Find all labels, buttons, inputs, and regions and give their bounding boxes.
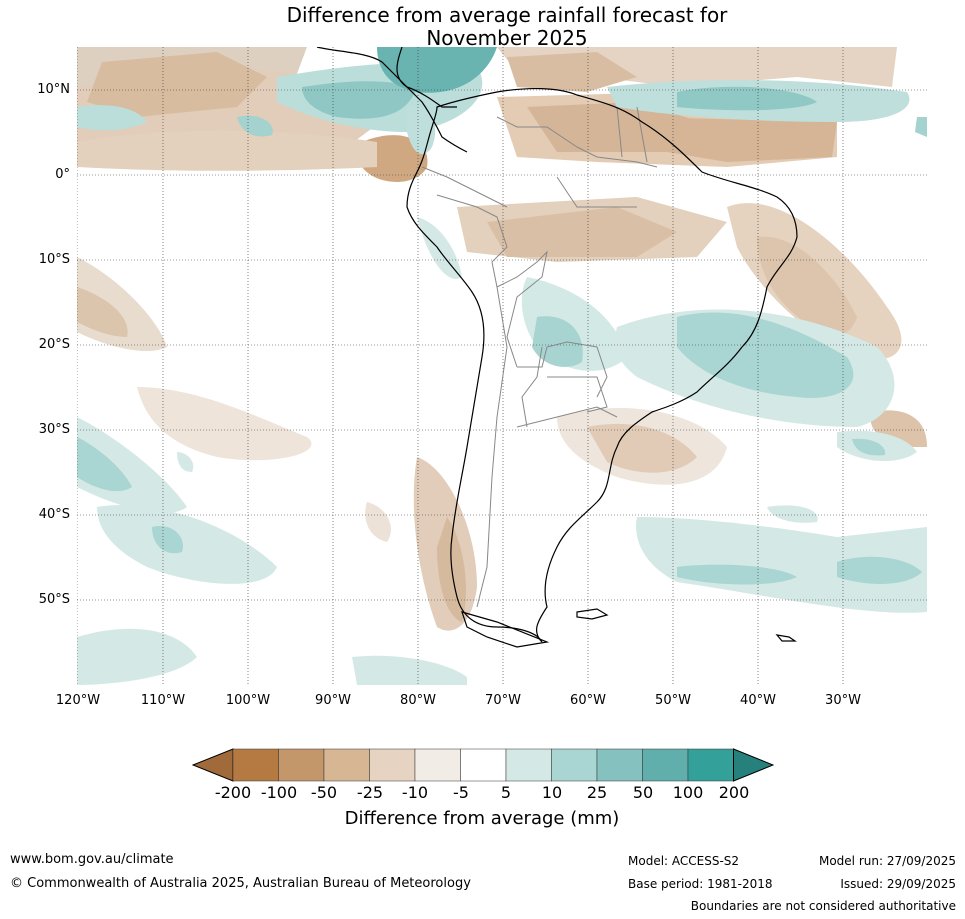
legend-swatch: [369, 748, 416, 782]
legend-swatch: [551, 748, 598, 782]
lon-label-40w: 40°W: [740, 693, 776, 708]
lat-label-20s: 20°S: [38, 337, 70, 352]
south-america-coast: [406, 87, 798, 643]
lon-label-110w: 110°W: [140, 693, 186, 708]
central-america-coast: [316, 47, 468, 153]
dry-area: [507, 52, 637, 92]
lon-label-80w: 80°W: [400, 693, 436, 708]
wet-area: [677, 86, 817, 111]
lat-label-10n: 10°N: [37, 82, 70, 97]
disclaimer-text: Boundaries are not considered authoritat…: [690, 899, 956, 913]
rainfall-map: [77, 47, 927, 685]
wet-area: [77, 437, 132, 492]
legend-swatch: [505, 748, 552, 782]
legend-tick: 200: [718, 783, 750, 802]
wet-area: [302, 81, 417, 119]
country-borders: [421, 106, 658, 608]
wet-area: [352, 655, 467, 685]
wet-area: [377, 47, 497, 93]
lat-label-40s: 40°S: [38, 507, 70, 522]
falkland-islands: [576, 608, 609, 620]
copyright-text: © Commonwealth of Australia 2025, Austra…: [10, 876, 471, 891]
dry-area: [77, 287, 128, 337]
tierra-del-fuego: [461, 611, 550, 648]
wet-area: [837, 556, 922, 584]
wet-area: [417, 217, 462, 279]
dry-area: [362, 135, 428, 182]
lat-label-30s: 30°S: [38, 422, 70, 437]
lon-label-90w: 90°W: [315, 693, 351, 708]
dry-area: [365, 502, 391, 542]
dry-area: [487, 207, 677, 257]
wet-area: [77, 105, 147, 131]
legend-swatch: [323, 748, 370, 782]
coastline: [316, 47, 798, 648]
lat-label-50s: 50°S: [38, 592, 70, 607]
dry-area: [77, 130, 377, 171]
legend-tick: -200: [214, 783, 252, 802]
legend-tick: -50: [310, 783, 338, 802]
legend-swatch: [278, 748, 325, 782]
central-america-coast: [396, 47, 457, 108]
map-title: Difference from average rainfall forecas…: [0, 4, 965, 50]
dry-area: [637, 117, 837, 162]
lon-label-120w: 120°W: [55, 693, 101, 708]
issued-text: Issued: 29/09/2025: [840, 877, 956, 891]
legend-colorbar: [192, 748, 774, 782]
lon-label-50w: 50°W: [655, 693, 691, 708]
lon-label-100w: 100°W: [225, 693, 271, 708]
dry-area: [87, 52, 267, 117]
wet-area: [237, 115, 273, 137]
lon-label-70w: 70°W: [485, 693, 521, 708]
wet-area: [77, 628, 197, 685]
wet-area: [915, 117, 927, 137]
legend-swatch: [414, 748, 461, 782]
wet-area: [677, 312, 854, 398]
legend-swatch: [733, 748, 774, 782]
title-line-2: November 2025: [426, 26, 588, 50]
legend-tick: 100: [672, 783, 704, 802]
lat-label-10s: 10°S: [38, 252, 70, 267]
legend-tick: -5: [453, 783, 469, 802]
wet-area: [97, 505, 277, 584]
legend-swatch: [687, 748, 734, 782]
legend-tick: 10: [541, 783, 563, 802]
legend-swatch: [642, 748, 689, 782]
lon-label-60w: 60°W: [570, 693, 606, 708]
model-text: Model: ACCESS-S2: [628, 854, 740, 868]
legend-tick: 50: [632, 783, 654, 802]
wet-area: [677, 564, 797, 585]
title-line-1: Difference from average rainfall forecas…: [286, 3, 728, 27]
wet-area: [636, 517, 927, 613]
legend-tick: 5: [500, 783, 512, 802]
legend-tick: -100: [260, 783, 298, 802]
legend-tick: -10: [401, 783, 429, 802]
legend-swatch: [596, 748, 643, 782]
wet-area: [177, 452, 194, 472]
model-run-text: Model run: 27/09/2025: [818, 854, 956, 868]
legend-swatch: [192, 748, 234, 782]
base-period-text: Base period: 1981-2018: [628, 877, 773, 891]
legend-swatch: [460, 748, 507, 782]
lon-label-30w: 30°W: [825, 693, 861, 708]
legend-swatch: [232, 748, 279, 782]
legend-tick: -25: [356, 783, 384, 802]
south-georgia: [775, 634, 797, 642]
wet-area: [852, 438, 886, 456]
dry-area: [757, 236, 857, 336]
map-canvas: [77, 47, 927, 685]
lat-label-0: 0°: [55, 167, 70, 182]
dry-area: [137, 387, 312, 461]
legend-tick: 25: [586, 783, 608, 802]
legend-label: Difference from average (mm): [344, 808, 620, 829]
dry-area: [587, 423, 697, 473]
wet-anomaly-areas: [77, 47, 927, 685]
website-link[interactable]: www.bom.gov.au/climate: [10, 852, 174, 867]
wet-area: [767, 505, 818, 523]
wet-area: [152, 526, 183, 554]
